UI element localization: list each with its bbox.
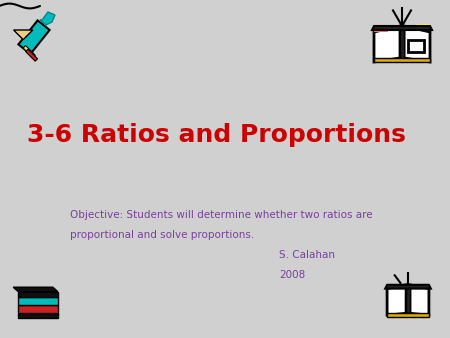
Polygon shape bbox=[388, 26, 402, 30]
Text: S. Calahan: S. Calahan bbox=[279, 250, 335, 260]
Text: Objective: Students will determine whether two ratios are: Objective: Students will determine wheth… bbox=[70, 210, 373, 220]
Polygon shape bbox=[40, 12, 55, 25]
Polygon shape bbox=[402, 25, 416, 29]
Polygon shape bbox=[374, 58, 430, 62]
Polygon shape bbox=[387, 286, 397, 289]
Polygon shape bbox=[387, 313, 429, 317]
Polygon shape bbox=[18, 297, 58, 305]
Text: 3-6 Ratios and Proportions: 3-6 Ratios and Proportions bbox=[27, 123, 406, 147]
Polygon shape bbox=[14, 30, 33, 40]
Polygon shape bbox=[18, 292, 58, 297]
Polygon shape bbox=[416, 24, 430, 27]
Polygon shape bbox=[23, 46, 35, 57]
Polygon shape bbox=[374, 28, 388, 32]
Text: proportional and solve proportions.: proportional and solve proportions. bbox=[70, 230, 254, 240]
Polygon shape bbox=[18, 305, 58, 313]
Polygon shape bbox=[404, 26, 430, 62]
Polygon shape bbox=[13, 287, 58, 292]
Polygon shape bbox=[387, 285, 406, 315]
Polygon shape bbox=[406, 285, 410, 313]
Text: 2008: 2008 bbox=[279, 270, 305, 281]
Polygon shape bbox=[372, 26, 432, 30]
Polygon shape bbox=[385, 285, 431, 289]
Polygon shape bbox=[410, 285, 429, 315]
Polygon shape bbox=[374, 26, 400, 62]
Polygon shape bbox=[397, 286, 408, 289]
Polygon shape bbox=[18, 313, 58, 318]
Polygon shape bbox=[408, 286, 419, 289]
Polygon shape bbox=[400, 26, 404, 58]
Polygon shape bbox=[26, 49, 38, 61]
Polygon shape bbox=[418, 286, 429, 289]
Polygon shape bbox=[18, 20, 50, 54]
